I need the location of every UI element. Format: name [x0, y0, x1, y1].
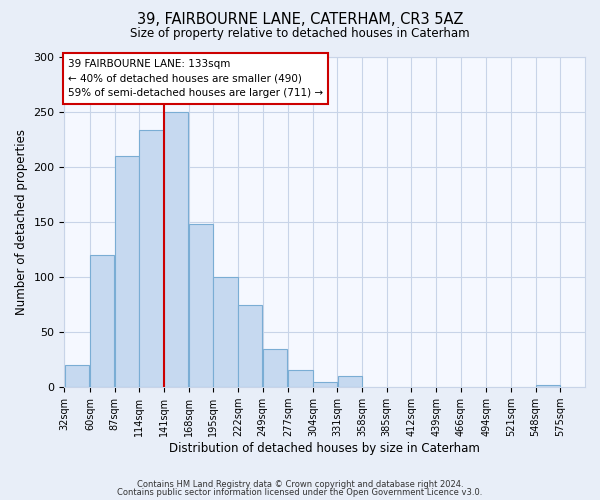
Text: Contains HM Land Registry data © Crown copyright and database right 2024.: Contains HM Land Registry data © Crown c…	[137, 480, 463, 489]
Bar	[214, 277, 238, 387]
Text: Contains public sector information licensed under the Open Government Licence v3: Contains public sector information licen…	[118, 488, 482, 497]
Bar	[338, 376, 362, 387]
Bar	[65, 365, 89, 387]
Bar	[263, 348, 287, 387]
X-axis label: Distribution of detached houses by size in Caterham: Distribution of detached houses by size …	[169, 442, 480, 455]
Text: 39, FAIRBOURNE LANE, CATERHAM, CR3 5AZ: 39, FAIRBOURNE LANE, CATERHAM, CR3 5AZ	[137, 12, 463, 28]
Text: 39 FAIRBOURNE LANE: 133sqm
← 40% of detached houses are smaller (490)
59% of sem: 39 FAIRBOURNE LANE: 133sqm ← 40% of deta…	[68, 58, 323, 98]
Bar	[90, 255, 115, 387]
Bar	[536, 385, 560, 387]
Y-axis label: Number of detached properties: Number of detached properties	[15, 129, 28, 315]
Bar	[313, 382, 337, 387]
Bar	[238, 304, 262, 387]
Bar	[189, 224, 213, 387]
Bar	[164, 112, 188, 387]
Bar	[115, 156, 139, 387]
Text: Size of property relative to detached houses in Caterham: Size of property relative to detached ho…	[130, 28, 470, 40]
Bar	[289, 370, 313, 387]
Bar	[139, 130, 164, 387]
